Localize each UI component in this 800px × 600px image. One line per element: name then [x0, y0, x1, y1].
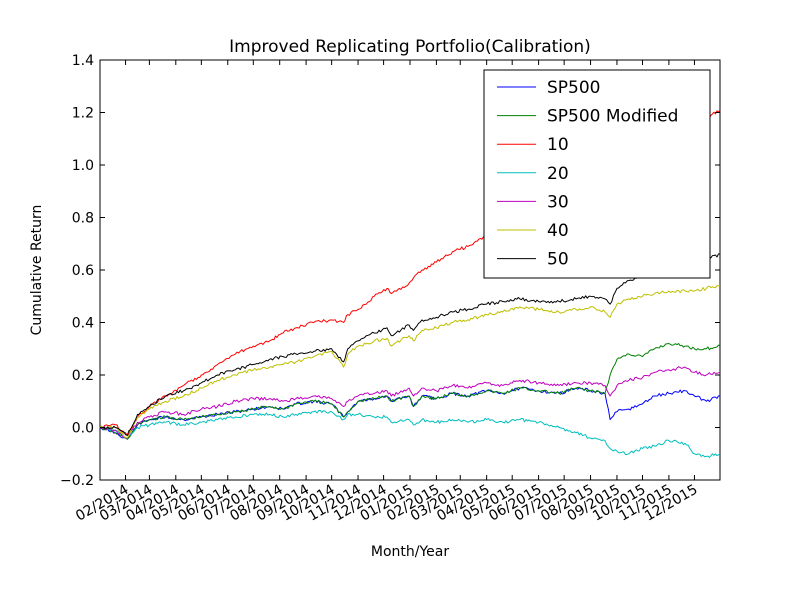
x-axis-label: Month/Year	[371, 544, 449, 560]
y-tick-label: 1.4	[72, 53, 94, 69]
legend-label: SP500	[547, 78, 601, 98]
y-tick-label: −0.2	[60, 473, 94, 489]
legend-label: 30	[547, 192, 569, 212]
y-axis-label: Cumulative Return	[29, 205, 45, 336]
legend-label: 20	[547, 164, 569, 184]
series-layer	[99, 109, 721, 458]
y-tick-label: 1.0	[72, 158, 94, 174]
series-line-40	[99, 285, 721, 439]
y-tick-label: 0.2	[72, 368, 94, 384]
legend-label: SP500 Modified	[547, 107, 678, 127]
y-tick-label: 0.4	[72, 316, 94, 332]
legend-label: 50	[547, 250, 569, 270]
y-axis: −0.2 0.0 0.2 0.4 0.6 0.8 1.0 1.2 1.4	[60, 53, 720, 489]
legend: SP500 SP500 Modified 10 20 30 40 50	[483, 69, 711, 279]
legend-label: 40	[547, 221, 569, 241]
y-tick-label: 0.0	[72, 421, 94, 437]
chart-title: Improved Replicating Portfolio(Calibrati…	[229, 37, 591, 57]
legend-label: 10	[547, 135, 569, 155]
series-line-30	[99, 366, 721, 439]
legend-box	[483, 69, 711, 279]
series-line-50	[100, 253, 721, 436]
series-line-sp500-modified	[99, 343, 721, 440]
series-line-20	[99, 409, 721, 458]
y-tick-label: 1.2	[72, 106, 94, 122]
y-tick-label: 0.6	[72, 263, 94, 279]
y-tick-label: 0.8	[72, 211, 94, 227]
series-line-sp500	[99, 386, 721, 440]
